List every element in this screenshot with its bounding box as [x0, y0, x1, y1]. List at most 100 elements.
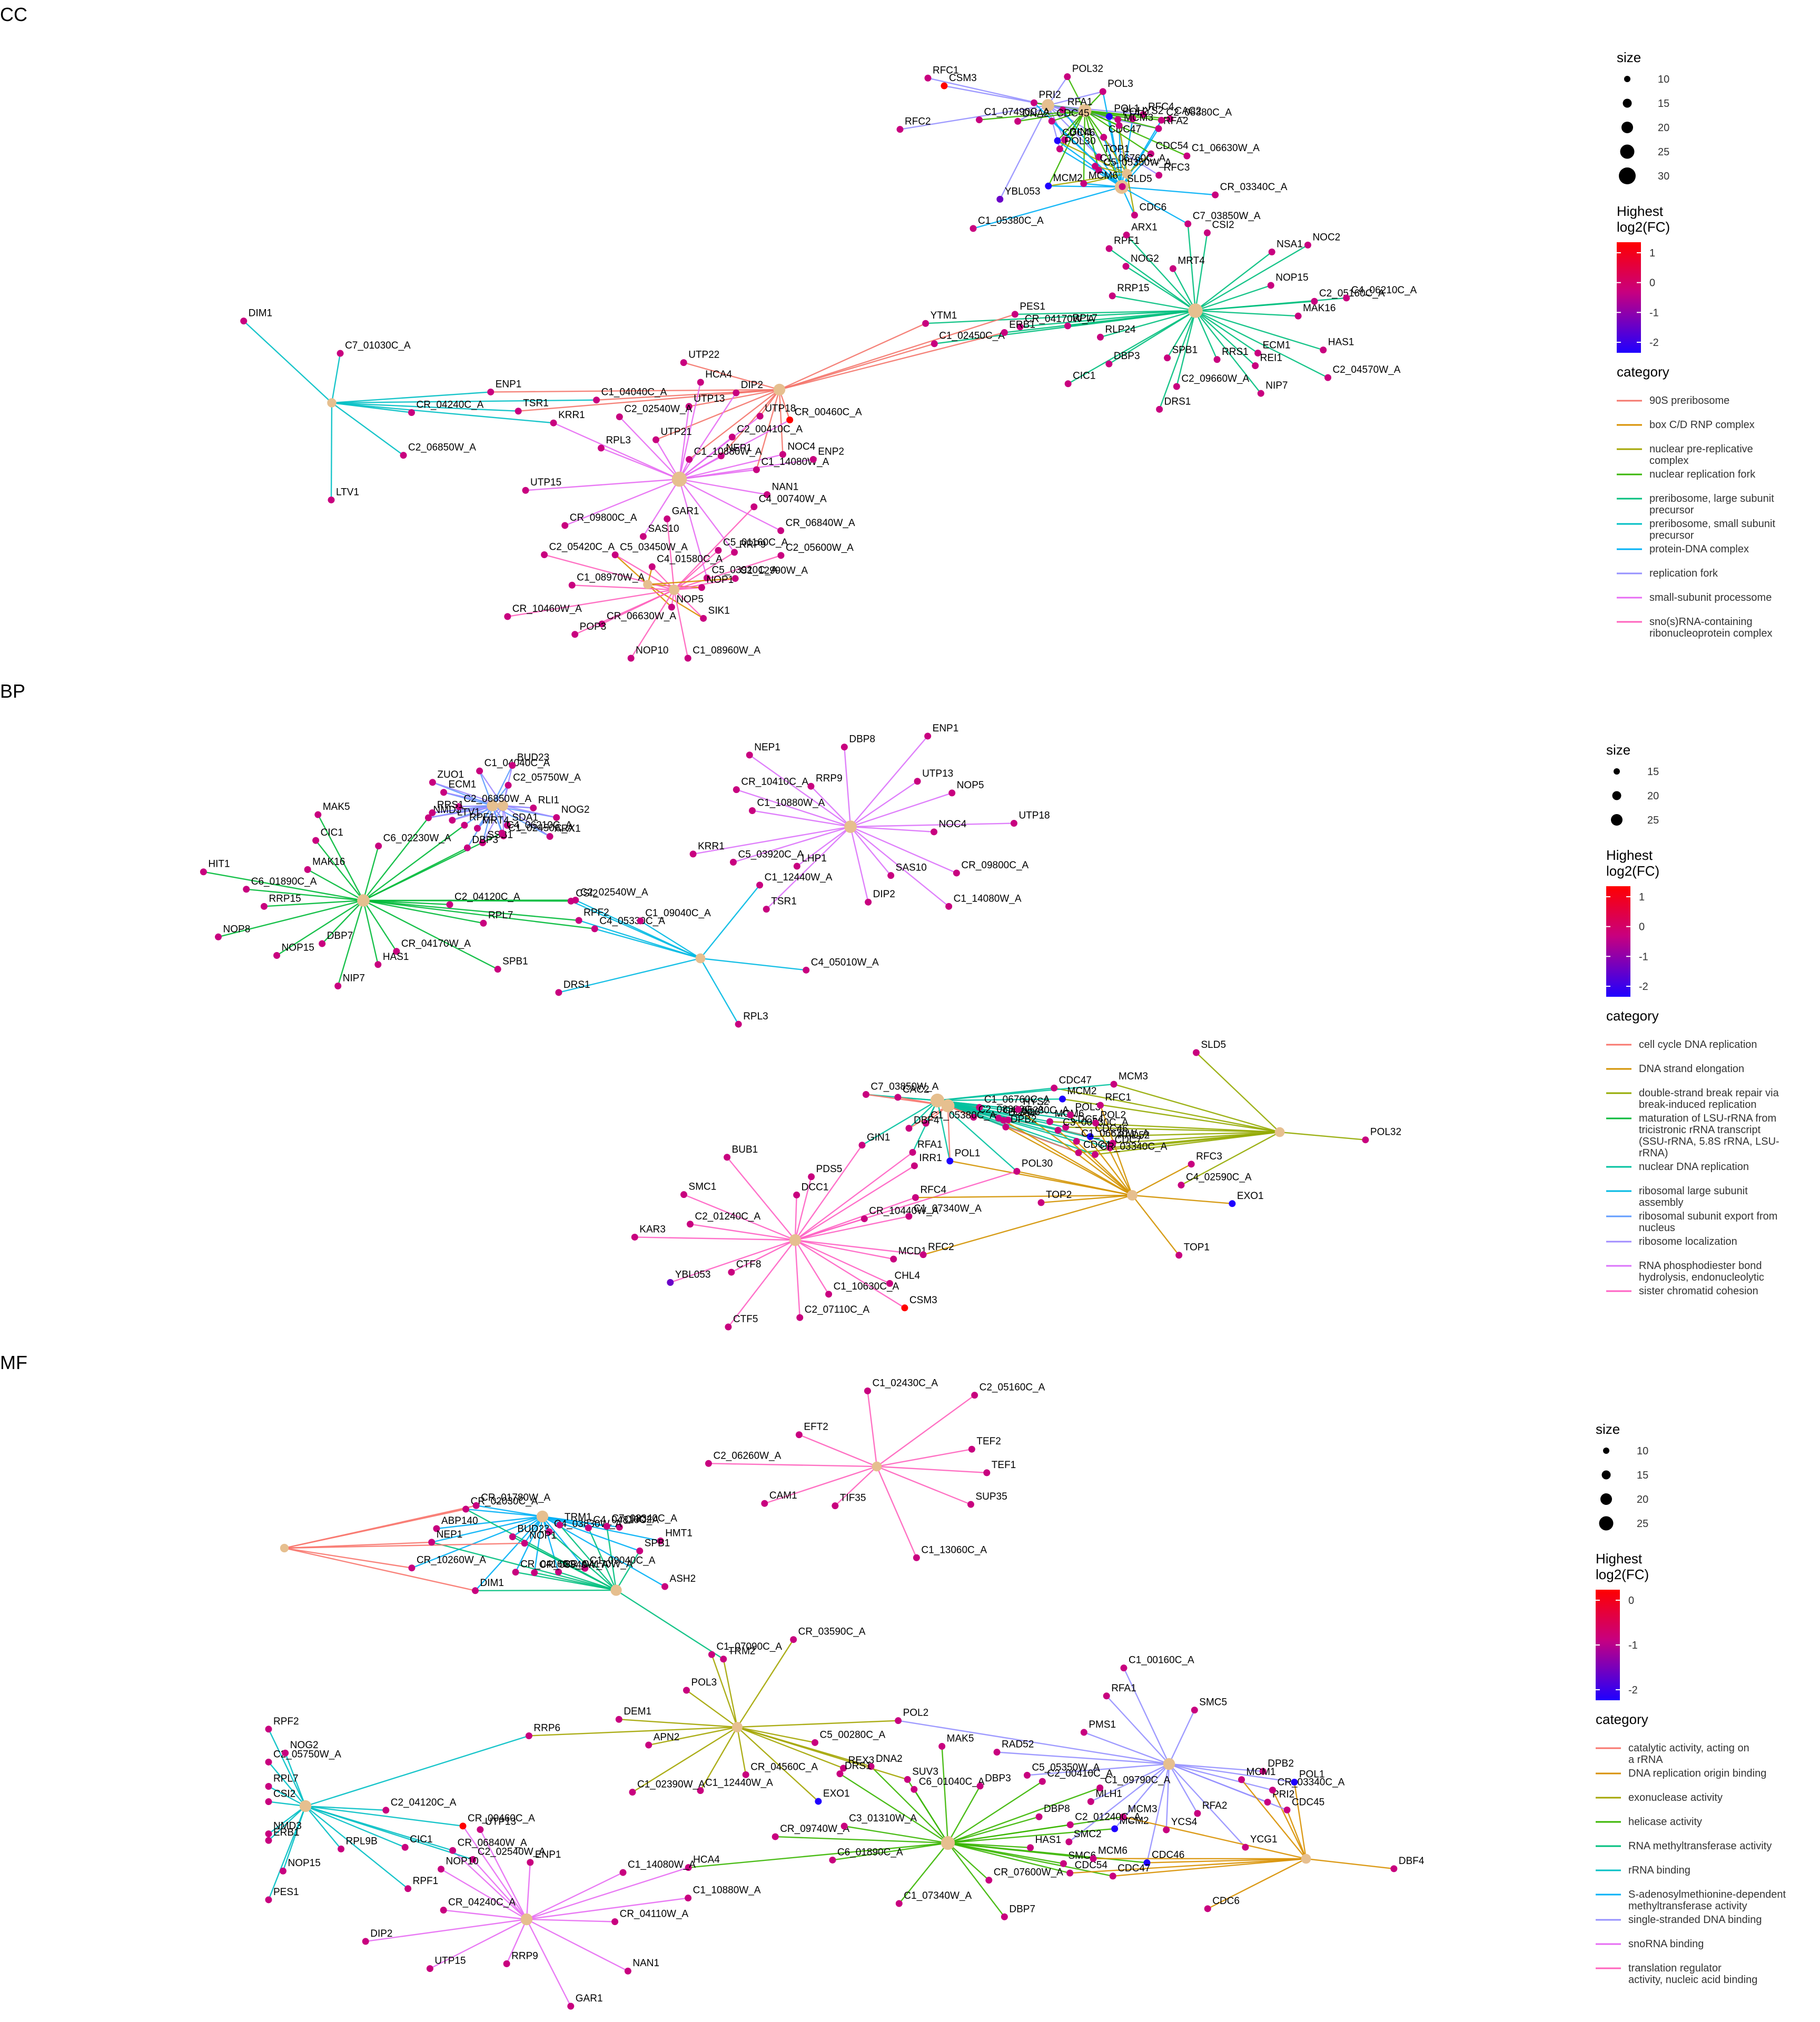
legend-fc-title: Highest [1606, 847, 1653, 863]
gene-label: C1_06630W_A [1192, 143, 1260, 154]
gene-dot [1080, 180, 1087, 187]
gene-label: C2_09660W_A [1181, 373, 1249, 384]
gene-dot [472, 1587, 479, 1594]
gene-label: MCM3 [1128, 1803, 1158, 1815]
gene-label: ARX1 [1131, 222, 1158, 233]
gene-node: C5_00280C_A [812, 1729, 886, 1746]
gene-label: UTP15 [530, 477, 561, 488]
gene-label: C2_06260W_A [713, 1450, 781, 1461]
gene-node: EFT2 [795, 1422, 828, 1439]
gene-label: REI1 [1260, 353, 1282, 364]
gene-label: TOP1 [1184, 1242, 1210, 1253]
gene-dot [1091, 1151, 1099, 1158]
gene-label: C2_05750W_A [273, 1749, 341, 1760]
gene-dot [472, 1502, 480, 1509]
gene-label: C2_04120C_A [391, 1797, 457, 1808]
category-hub-node [357, 894, 370, 907]
legend-size-dot [1621, 122, 1633, 133]
gene-label: RRP9 [511, 1950, 538, 1961]
gene-dot [1038, 1778, 1046, 1785]
gene-label: C4_06210C_A [507, 820, 572, 831]
legend-fc-tick: -2 [1639, 981, 1648, 993]
gene-label: ARX1 [555, 824, 581, 835]
gene-label: RPL7 [273, 1773, 299, 1785]
gene-node: CR_06840W_A [777, 518, 855, 534]
gene-label: UTP13 [694, 393, 725, 404]
gene-label: C1_09040C_A [645, 908, 711, 919]
gene-dot [1011, 311, 1018, 318]
gene-node: C2_00410C_A [1038, 1768, 1113, 1785]
gene-label: LHP1 [802, 853, 827, 864]
gene-dot [860, 1215, 868, 1223]
legend-category-label: maturation of LSU-rRNA from [1639, 1113, 1776, 1124]
gene-dot [1045, 182, 1052, 190]
gene-dot [1390, 1865, 1398, 1872]
gene-label: DIP2 [741, 380, 763, 391]
gene-label: C4_00740W_A [759, 494, 827, 505]
gene-label: C1_07490C_A [984, 107, 1050, 118]
gene-label: TEF2 [976, 1436, 1001, 1447]
edge [1084, 110, 1100, 171]
gene-dot [808, 1173, 815, 1181]
gene-label: C2_04120C_A [454, 891, 520, 903]
edge [1112, 295, 1196, 312]
gene-node: CSI2 [265, 1789, 295, 1806]
gene-label: UTP15 [434, 1956, 466, 1967]
gene-node: MCM2 [1045, 173, 1083, 190]
gene-node: UTP13 [685, 393, 725, 410]
edge [1090, 1763, 1170, 1802]
legend-size-title: size [1596, 1421, 1620, 1437]
edge [711, 1654, 738, 1728]
gene-label: CIC1 [1073, 371, 1095, 382]
gene-label: CIC1 [410, 1834, 432, 1845]
gene-node: C3_01310W_A [840, 1813, 917, 1830]
gene-label: CDC46 [1152, 1850, 1184, 1861]
gene-dot [408, 1564, 416, 1572]
edge [524, 1542, 617, 1591]
gene-label: LTV1 [457, 807, 480, 818]
gene-dot [664, 515, 671, 522]
gene-label: C7_01030C_A [345, 340, 411, 351]
gene-node: NEP1 [717, 443, 752, 460]
gene-dot [424, 814, 432, 821]
gene-node: NAN1 [624, 1958, 659, 1975]
gene-dot [815, 1798, 822, 1805]
gene-node: POP3 [571, 621, 606, 638]
gene-dot [1362, 1136, 1369, 1144]
edge [915, 1194, 1133, 1198]
gene-label: CR_06630W_A [607, 611, 676, 622]
gene-node: NOC2 [1304, 232, 1340, 249]
edge [656, 389, 780, 441]
gene-dot [1184, 220, 1192, 227]
gene-node: C1_08960W_A [684, 645, 760, 662]
gene-dot [375, 843, 382, 850]
gene-node: SLD5 [1119, 173, 1152, 190]
gene-label: MLH1 [1095, 1788, 1122, 1799]
gene-node: SAS10 [639, 523, 679, 540]
legend-category-label: replication fork [1649, 568, 1718, 579]
gene-label: CR_10440W_A [869, 1206, 938, 1217]
edge [737, 1727, 819, 1802]
gene-dot [1191, 1707, 1198, 1714]
gene-node: PES1 [1011, 301, 1045, 318]
gene-dot [700, 614, 707, 622]
gene-dot [1054, 137, 1061, 144]
gene-node: RRS1 [429, 800, 464, 817]
gene-dot [473, 825, 481, 832]
gene-label: HAS1 [1328, 337, 1354, 348]
gene-label: C1_04040C_A [601, 387, 667, 398]
gene-label: PRI2 [1272, 1789, 1294, 1800]
gene-dot [1143, 1859, 1151, 1867]
gene-node: CDC46 [1054, 127, 1095, 144]
gene-dot [793, 1191, 800, 1198]
gene-dot [763, 906, 770, 913]
gene-dot [976, 1104, 983, 1111]
gene-label: CDC47 [1109, 124, 1141, 135]
gene-node: DPB2 [1259, 1758, 1294, 1775]
edge [1126, 234, 1196, 311]
gene-node: SMC6 [1060, 1850, 1096, 1867]
edge [850, 826, 892, 876]
gene-node: MAK5 [938, 1733, 974, 1750]
edge [479, 770, 503, 806]
edge [1168, 1710, 1195, 1765]
